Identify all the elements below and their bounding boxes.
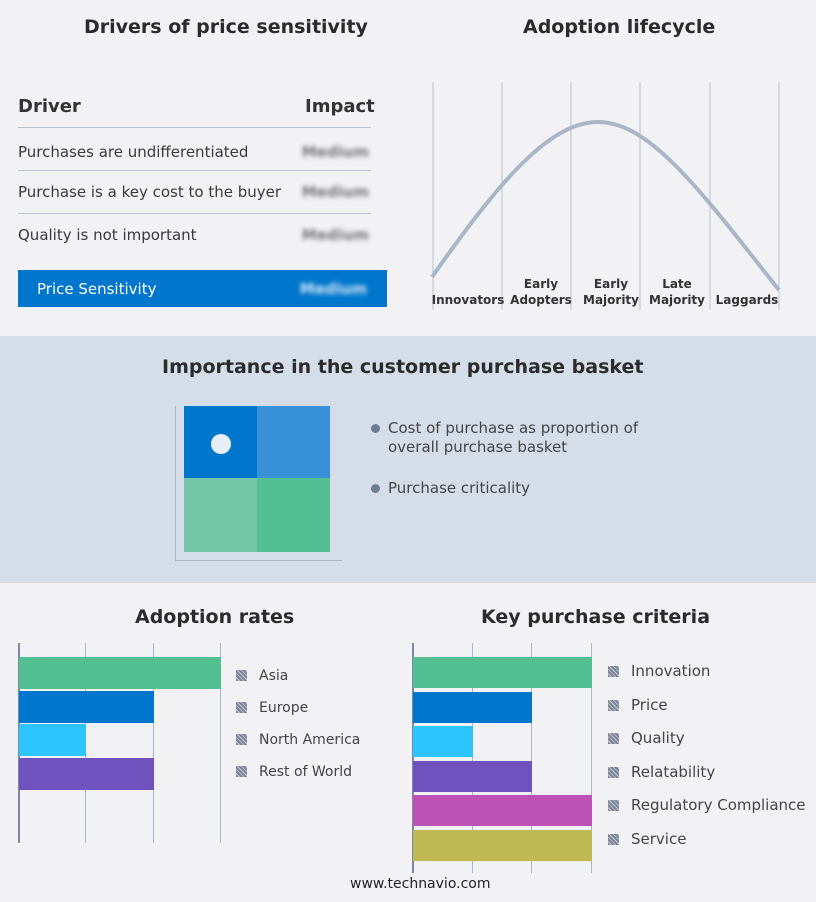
legend-item: Price — [608, 696, 668, 714]
basket-title: Importance in the customer purchase bask… — [162, 356, 644, 378]
legend-swatch-icon — [236, 702, 247, 713]
legend-swatch-icon — [608, 800, 619, 812]
legend-label: Service — [631, 830, 687, 848]
stage-label-line: Majority — [583, 293, 639, 307]
basket-legend-item: Purchase criticality — [371, 479, 530, 497]
gridline — [591, 643, 592, 873]
matrix-cell — [257, 406, 330, 478]
stage-label-line: Late — [662, 277, 692, 291]
bar-regulatory-compliance — [413, 795, 592, 826]
divider — [18, 127, 371, 128]
legend-swatch-icon — [236, 734, 247, 745]
bar-innovation — [413, 657, 592, 688]
stage-label-line: Laggards — [715, 293, 779, 307]
summary-label: Price Sensitivity — [37, 280, 157, 298]
driver-row: Purchase is a key cost to the buyer Mediu… — [18, 171, 371, 214]
basket-matrix — [175, 406, 342, 561]
gridline — [152, 643, 154, 843]
stage-label: Late Majority — [637, 276, 717, 308]
bar-quality — [413, 726, 473, 757]
bar-price — [413, 691, 533, 723]
driver-row: Quality is not important Medium — [18, 214, 371, 257]
lifecycle-title: Adoption lifecycle — [523, 16, 716, 38]
impact-value: Medium — [301, 143, 369, 161]
legend-item: Innovation — [608, 662, 710, 680]
stage-label: Early Adopters — [501, 276, 581, 308]
drivers-header-impact: Impact — [305, 96, 375, 117]
legend-item: Quality — [608, 729, 685, 747]
stage-label: Laggards — [707, 292, 787, 308]
legend-swatch-icon — [608, 834, 619, 845]
legend-label: Relatability — [631, 762, 716, 781]
driver-label: Purchase is a key cost to the buyer — [18, 183, 282, 201]
legend-item: Service — [608, 830, 686, 848]
legend-label: Europe — [259, 700, 309, 716]
legend-label: Regulatory Compliance — [631, 796, 806, 815]
legend-item: Regulatory Compliance — [608, 796, 806, 814]
legend-label: Innovation — [631, 662, 711, 680]
legend-swatch-icon — [236, 670, 247, 681]
legend-swatch-icon — [236, 766, 247, 777]
position-marker — [211, 434, 231, 454]
bar-asia — [19, 657, 221, 689]
bullet-icon — [371, 484, 380, 493]
legend-label: Cost of purchase as proportion of overal… — [388, 419, 639, 456]
legend-item: Relatability — [608, 763, 715, 781]
driver-label: Quality is not important — [18, 226, 197, 244]
legend-swatch-icon — [608, 733, 619, 745]
stage-label-line: Adopters — [510, 293, 572, 307]
kpc-title: Key purchase criteria — [481, 606, 711, 628]
footer-url: www.technavio.com — [350, 876, 491, 892]
drivers-title: Drivers of price sensitivity — [84, 16, 368, 38]
matrix-cell — [184, 478, 257, 552]
bar-relatability — [413, 760, 533, 792]
legend-item: North America — [236, 732, 360, 748]
adoption-curve — [430, 119, 781, 292]
gridline — [220, 643, 221, 843]
stage-label: Innovators — [428, 292, 508, 308]
bullet-icon — [371, 424, 380, 433]
legend-item: Asia — [236, 668, 288, 684]
driver-row: Purchases are undifferentiated Medium — [18, 128, 371, 171]
legend-label: Price — [631, 695, 668, 714]
gridline — [531, 643, 533, 873]
price-sensitivity-summary: Price Sensitivity Medium — [18, 270, 387, 307]
bar-service — [413, 829, 592, 861]
legend-label: Purchase criticality — [388, 479, 531, 497]
stage-label-line: Early — [593, 277, 629, 291]
bar-north-america — [19, 724, 87, 756]
drivers-header-driver: Driver — [18, 96, 81, 117]
stage-label: Early Majority — [571, 276, 651, 308]
legend-item: Rest of World — [236, 764, 352, 780]
summary-impact: Medium — [299, 280, 367, 298]
legend-swatch-icon — [608, 766, 619, 778]
stage-label-line: Early — [523, 277, 559, 291]
stage-label-line: Innovators — [431, 293, 505, 307]
basket-section — [0, 336, 816, 583]
legend-swatch-icon — [608, 699, 619, 711]
legend-label: Rest of World — [259, 764, 353, 780]
legend-label: North America — [259, 732, 361, 748]
legend-label: Asia — [259, 668, 289, 684]
driver-label: Purchases are undifferentiated — [18, 143, 249, 161]
adoption-rates-title: Adoption rates — [135, 606, 295, 628]
matrix-cell — [257, 478, 330, 552]
gridline — [412, 643, 414, 873]
impact-value: Medium — [301, 183, 369, 201]
impact-value: Medium — [301, 226, 369, 244]
lifecycle-chart — [430, 82, 781, 310]
stage-label-line: Majority — [649, 293, 705, 307]
legend-item: Europe — [236, 700, 308, 716]
legend-label: Quality — [631, 729, 685, 748]
legend-swatch-icon — [608, 666, 619, 677]
basket-legend-item: Cost of purchase as proportion of overal… — [371, 419, 651, 457]
bar-europe — [19, 690, 154, 723]
gridline — [471, 643, 473, 873]
bar-rest-of-world — [19, 757, 154, 790]
